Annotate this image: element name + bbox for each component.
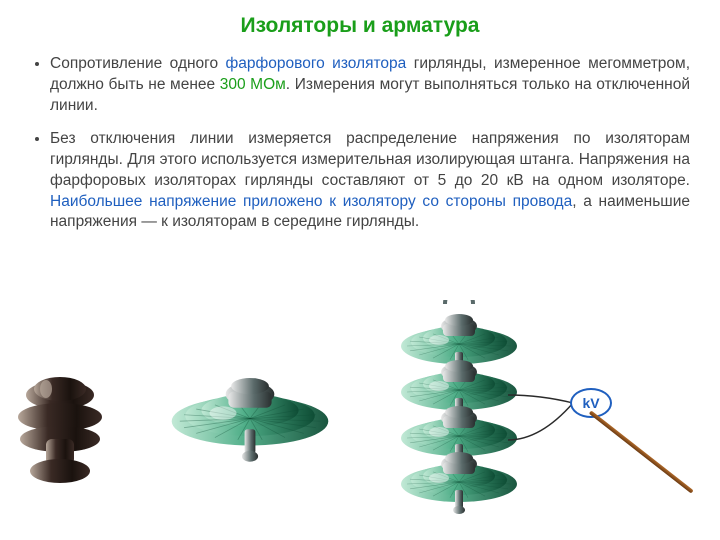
text-run: 300 МОм xyxy=(220,76,286,93)
page-title: Изоляторы и арматура xyxy=(30,14,690,38)
pin-insulator-icon xyxy=(18,377,102,483)
text-run: Сопротивление одного xyxy=(50,55,226,72)
glass-insulator-string-icon xyxy=(401,300,517,514)
bullet-item: Без отключения линии измеряется распреде… xyxy=(50,129,690,234)
text-run: Без отключения линии измеряется распреде… xyxy=(50,130,690,189)
measure-wires xyxy=(508,395,573,440)
figures-svg xyxy=(0,300,720,530)
text-run: Наибольшее напряжение приложено к изолят… xyxy=(50,193,572,210)
figures-area: kV xyxy=(0,300,720,530)
kv-label: kV xyxy=(582,395,599,411)
text-run: фарфорового изолятора xyxy=(226,55,407,72)
glass-insulator-single-icon xyxy=(172,378,329,462)
bullet-item: Сопротивление одного фарфорового изолято… xyxy=(50,54,690,117)
bullet-list: Сопротивление одного фарфорового изолято… xyxy=(30,54,690,233)
